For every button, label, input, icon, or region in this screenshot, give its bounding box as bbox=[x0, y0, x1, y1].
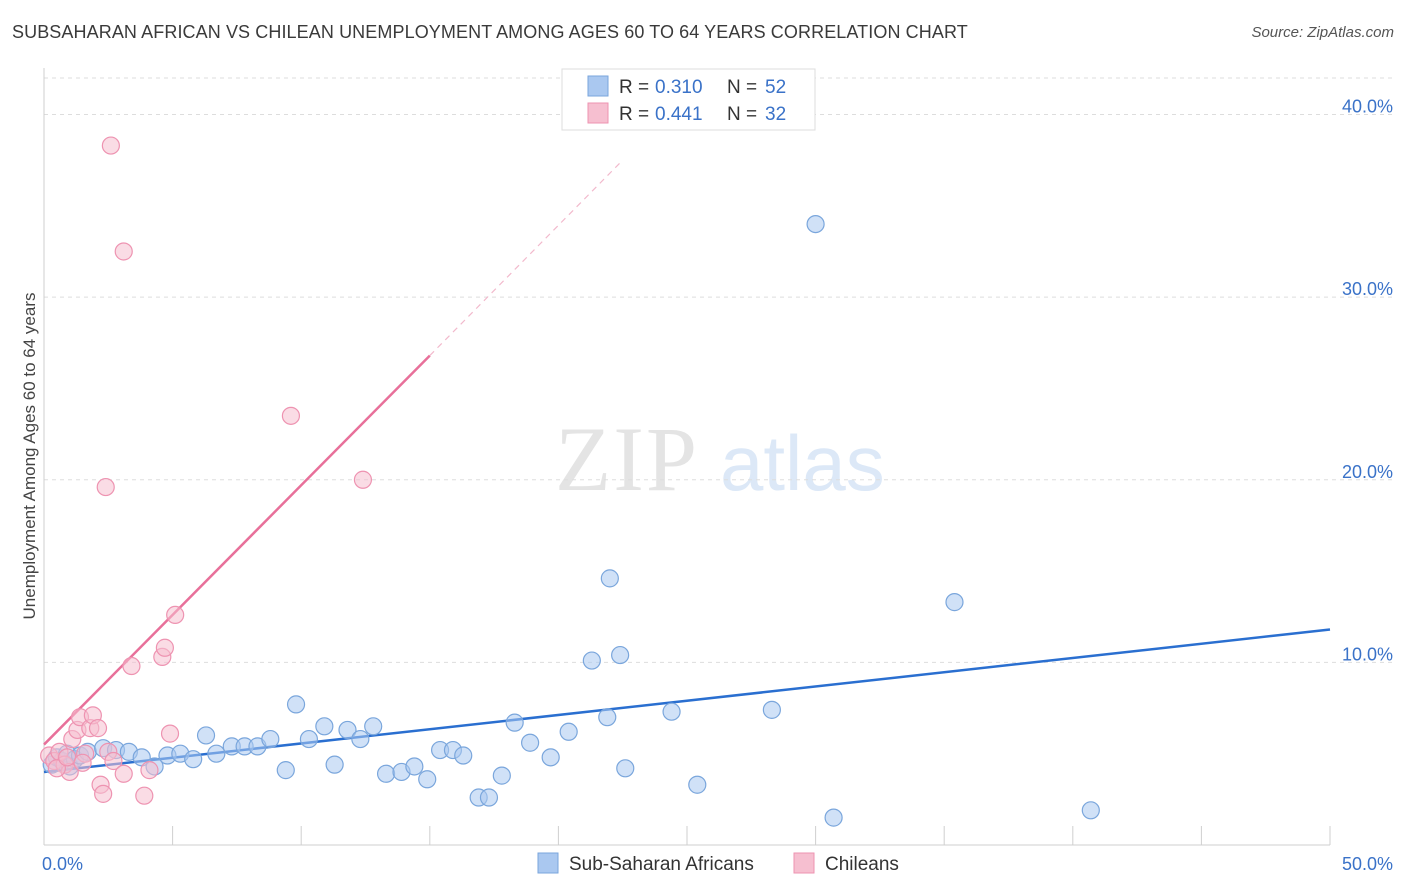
data-point-sub-saharan-africans bbox=[806, 214, 825, 234]
data-point-sub-saharan-africans bbox=[207, 744, 226, 763]
y-tick-label: 20.0% bbox=[1342, 462, 1393, 482]
legend-n-value-pink: 32 bbox=[765, 104, 786, 125]
bottom-legend-label-pink: Chileans bbox=[825, 854, 899, 875]
trend-line-chileans bbox=[43, 354, 431, 746]
data-point-sub-saharan-africans bbox=[662, 702, 681, 721]
chart-title: SUBSAHARAN AFRICAN VS CHILEAN UNEMPLOYME… bbox=[12, 22, 968, 42]
data-point-chileans bbox=[96, 477, 115, 497]
data-point-sub-saharan-africans bbox=[286, 695, 306, 714]
y-tick-labels: 10.0% 20.0% 30.0% 40.0% bbox=[1342, 97, 1393, 665]
data-point-sub-saharan-africans bbox=[492, 766, 511, 785]
correlation-legend: R = 0.310 N = 52 R = 0.441 N = 32 bbox=[561, 68, 816, 131]
data-point-sub-saharan-africans bbox=[582, 651, 601, 670]
series-chileans bbox=[40, 136, 373, 805]
data-point-sub-saharan-africans bbox=[521, 733, 540, 752]
legend-swatch-pink bbox=[587, 102, 609, 124]
data-point-sub-saharan-africans bbox=[945, 593, 964, 612]
data-point-sub-saharan-africans bbox=[299, 729, 319, 749]
data-point-chileans bbox=[88, 719, 108, 738]
x-tick-label-min: 0.0% bbox=[42, 854, 83, 874]
data-point-sub-saharan-africans bbox=[261, 729, 280, 749]
chart-source: Source: ZipAtlas.com bbox=[1251, 24, 1394, 41]
series-sub-saharan-africans bbox=[42, 214, 1100, 827]
data-point-chileans bbox=[114, 764, 133, 783]
data-point-sub-saharan-africans bbox=[338, 720, 357, 740]
data-point-sub-saharan-africans bbox=[824, 808, 843, 827]
data-point-sub-saharan-africans bbox=[364, 717, 383, 736]
x-tick-marks bbox=[43, 826, 1331, 845]
data-point-chileans bbox=[122, 656, 141, 676]
bottom-legend-swatch-blue bbox=[537, 852, 559, 874]
data-point-chileans bbox=[140, 761, 159, 780]
data-point-chileans bbox=[353, 470, 373, 489]
data-point-sub-saharan-africans bbox=[196, 726, 216, 745]
data-point-sub-saharan-africans bbox=[688, 775, 707, 794]
data-point-sub-saharan-africans bbox=[762, 700, 781, 719]
data-point-sub-saharan-africans bbox=[276, 761, 295, 780]
data-point-sub-saharan-africans bbox=[598, 708, 617, 727]
legend-r-value-pink: 0.441 bbox=[655, 104, 703, 125]
legend-n-label-blue: N = bbox=[727, 77, 757, 98]
y-tick-label: 30.0% bbox=[1342, 279, 1393, 299]
data-point-sub-saharan-africans bbox=[418, 770, 437, 789]
data-point-sub-saharan-africans bbox=[611, 645, 630, 665]
data-point-sub-saharan-africans bbox=[325, 755, 344, 774]
legend-r-label-blue: R = bbox=[619, 77, 649, 98]
legend-r-label-pink: R = bbox=[619, 104, 649, 125]
data-point-chileans bbox=[135, 786, 154, 805]
data-point-chileans bbox=[155, 638, 174, 657]
data-point-sub-saharan-africans bbox=[505, 713, 524, 732]
data-point-chileans bbox=[94, 784, 113, 803]
data-point-chileans bbox=[281, 406, 301, 425]
data-point-chileans bbox=[166, 605, 185, 625]
watermark-atlas: atlas bbox=[720, 419, 885, 507]
data-point-chileans bbox=[101, 136, 120, 155]
series-legend: Sub-Saharan Africans Chileans bbox=[537, 852, 899, 875]
data-point-sub-saharan-africans bbox=[351, 729, 370, 749]
data-point-sub-saharan-africans bbox=[454, 746, 473, 765]
data-point-sub-saharan-africans bbox=[541, 748, 560, 767]
watermark-zip: ZIP bbox=[555, 408, 699, 510]
legend-n-label-pink: N = bbox=[727, 104, 757, 125]
legend-swatch-blue bbox=[587, 75, 609, 97]
x-tick-label-max: 50.0% bbox=[1342, 854, 1393, 874]
y-tick-label: 40.0% bbox=[1342, 97, 1393, 117]
y-tick-label: 10.0% bbox=[1342, 644, 1393, 664]
legend-n-value-blue: 52 bbox=[765, 77, 786, 98]
data-point-sub-saharan-africans bbox=[616, 759, 635, 778]
data-point-sub-saharan-africans bbox=[376, 764, 396, 783]
data-point-sub-saharan-africans bbox=[600, 569, 619, 588]
data-point-sub-saharan-africans bbox=[315, 717, 334, 736]
y-axis-label: Unemployment Among Ages 60 to 64 years bbox=[20, 293, 39, 620]
data-point-sub-saharan-africans bbox=[479, 788, 499, 807]
data-point-chileans bbox=[104, 751, 123, 771]
data-point-sub-saharan-africans bbox=[559, 722, 578, 741]
bottom-legend-label-blue: Sub-Saharan Africans bbox=[569, 854, 754, 875]
data-point-chileans bbox=[58, 748, 77, 767]
bottom-legend-swatch-pink bbox=[793, 852, 815, 874]
data-point-chileans bbox=[73, 753, 92, 772]
data-point-sub-saharan-africans bbox=[1081, 801, 1100, 820]
data-point-sub-saharan-africans bbox=[184, 750, 203, 769]
grid-lines bbox=[44, 77, 1393, 663]
legend-r-value-blue: 0.310 bbox=[655, 77, 703, 98]
data-point-sub-saharan-africans bbox=[405, 757, 424, 776]
trend-line-chileans-extension bbox=[429, 159, 624, 357]
data-point-chileans bbox=[114, 242, 133, 261]
data-point-chileans bbox=[160, 724, 180, 743]
